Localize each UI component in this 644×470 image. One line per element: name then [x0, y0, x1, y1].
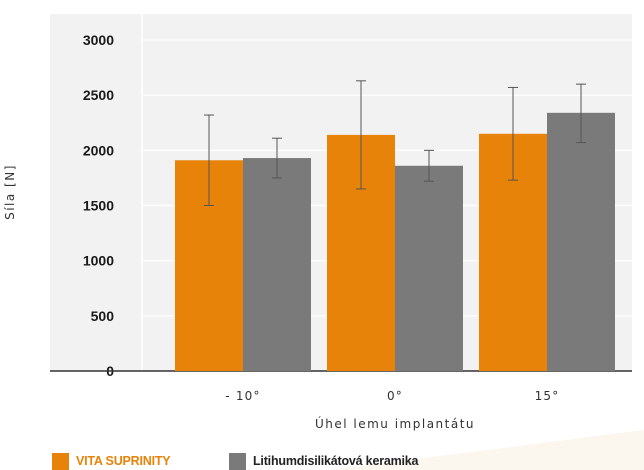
y-tick-label: 2500: [83, 87, 114, 103]
x-tick-label: 15°: [535, 389, 560, 403]
y-tick-label: 500: [91, 308, 115, 324]
legend-label-vita-suprinity: VITA SUPRINITY: [76, 454, 171, 468]
bar: [243, 158, 311, 371]
legend-swatch-vita-suprinity: [52, 453, 69, 470]
bar: [547, 112, 615, 371]
y-tick-label: 3000: [83, 32, 114, 48]
legend-swatch-litihumdisilikatova-keramika: [229, 453, 246, 470]
x-tick-label: - 10°: [225, 389, 260, 403]
bar: [395, 165, 463, 371]
x-tick-label: 0°: [387, 389, 403, 403]
y-tick-label: 1000: [83, 253, 114, 269]
legend-label-litihumdisilikatova-keramika: Litihumdisilikátová keramika: [253, 454, 419, 468]
legend-item-vita-suprinity: VITA SUPRINITY: [52, 453, 171, 470]
legend-item-litihumdisilikatova-keramika: Litihumdisilikátová keramika: [229, 453, 419, 470]
y-tick-label: 1500: [83, 198, 114, 214]
y-tick-label: 2000: [83, 142, 114, 158]
y-axis-title: Síla [N]: [3, 164, 17, 220]
x-axis-title: Úhel lemu implantátu: [315, 416, 475, 431]
